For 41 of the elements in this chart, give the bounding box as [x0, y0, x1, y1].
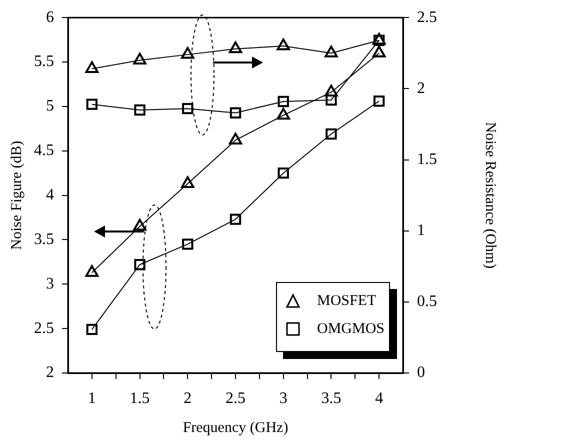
point: [230, 214, 242, 225]
y-tick-label: 3.5: [34, 230, 54, 248]
point: [276, 108, 290, 120]
point: [326, 128, 337, 140]
point: [182, 238, 194, 250]
point: [324, 84, 338, 96]
y-tick-label: 3: [46, 275, 54, 292]
point: [85, 265, 99, 277]
point: [278, 167, 289, 179]
point: [134, 259, 146, 270]
y-axis-title: Noise Figure (dB): [8, 140, 25, 250]
y-tick-label: 5: [46, 98, 54, 115]
y-tick-label: 4.5: [34, 142, 54, 160]
y2-tick-label: 1.5: [417, 150, 437, 168]
point: [181, 176, 194, 188]
x-tick-label: 3: [279, 390, 288, 407]
y-tick-label: 5.5: [34, 53, 54, 70]
y2-axis-title: Noise Resistance (Ohm): [482, 122, 498, 269]
x-tick-label: 4: [375, 390, 384, 407]
y2-tick-label: 0.5: [417, 293, 437, 310]
y2-tick-label: 1: [417, 222, 425, 240]
x-tick-label: 1: [88, 390, 96, 407]
point: [372, 46, 386, 58]
legend-label: MOSFET: [317, 292, 376, 310]
y-tick-label: 6: [46, 8, 54, 26]
y2-tick-label: 0: [417, 364, 425, 382]
x-axis-title: Frequency (GHz): [182, 420, 288, 436]
legend-label: OMGMOS: [317, 320, 385, 338]
y2-tick-label: 2: [417, 80, 425, 97]
x-tick-label: 2: [184, 390, 192, 407]
point: [373, 96, 385, 107]
y-tick-label: 4: [46, 186, 54, 204]
x-tick-label: 1.5: [130, 390, 150, 407]
y2-tick-label: 2.5: [417, 8, 437, 26]
point: [86, 324, 98, 336]
x-tick-label: 2.5: [226, 390, 246, 407]
point: [133, 218, 146, 231]
x-tick-label: 3.5: [321, 390, 342, 407]
y-tick-label: 2.5: [34, 320, 54, 337]
point: [228, 132, 242, 144]
y-tick-label: 2: [46, 364, 54, 382]
